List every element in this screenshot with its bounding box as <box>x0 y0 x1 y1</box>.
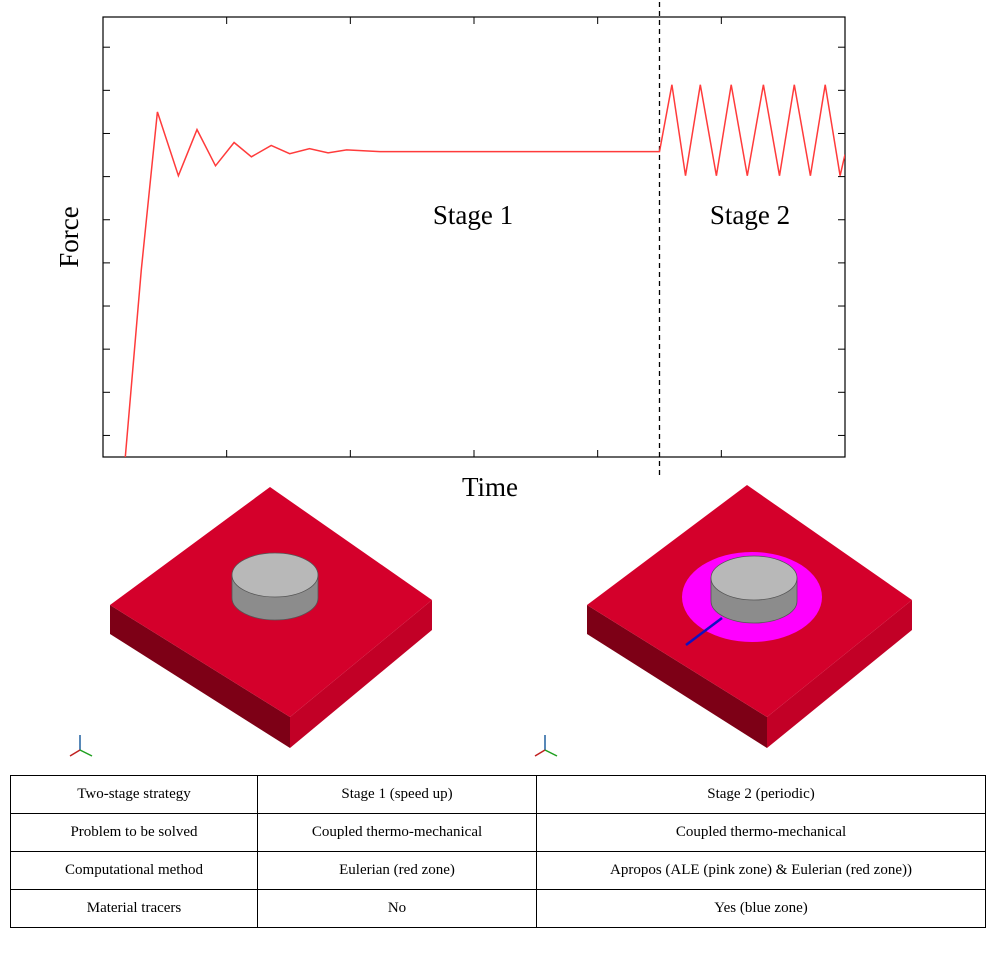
x-axis-label: Time <box>462 472 518 502</box>
model-stage-2 <box>587 485 912 748</box>
table-cell: Coupled thermo-mechanical <box>537 814 986 852</box>
table-cell: Apropos (ALE (pink zone) & Eulerian (red… <box>537 852 986 890</box>
table-cell: Stage 1 (speed up) <box>258 776 537 814</box>
plot-frame <box>103 17 845 457</box>
table-cell: Problem to be solved <box>11 814 258 852</box>
table-cell: Computational method <box>11 852 258 890</box>
model-stage-1 <box>110 487 432 748</box>
annotation: Stage 2 <box>710 200 790 230</box>
table-cell: Eulerian (red zone) <box>258 852 537 890</box>
table-cell: Two-stage strategy <box>11 776 258 814</box>
y-axis-label: Force <box>54 206 84 267</box>
page: {"chart_data": {"type": "line", "xlabel"… <box>0 0 989 966</box>
table-cell: Material tracers <box>11 890 258 928</box>
annotation: Stage 1 <box>433 200 513 230</box>
figure: Time Force Stage 1 Stage 2 <box>0 0 989 775</box>
table-cell: Yes (blue zone) <box>537 890 986 928</box>
axis-triad <box>70 735 557 756</box>
table-cell: Coupled thermo-mechanical <box>258 814 537 852</box>
table-cell: Stage 2 (periodic) <box>537 776 986 814</box>
table-cell: No <box>258 890 537 928</box>
data-line <box>125 85 845 457</box>
